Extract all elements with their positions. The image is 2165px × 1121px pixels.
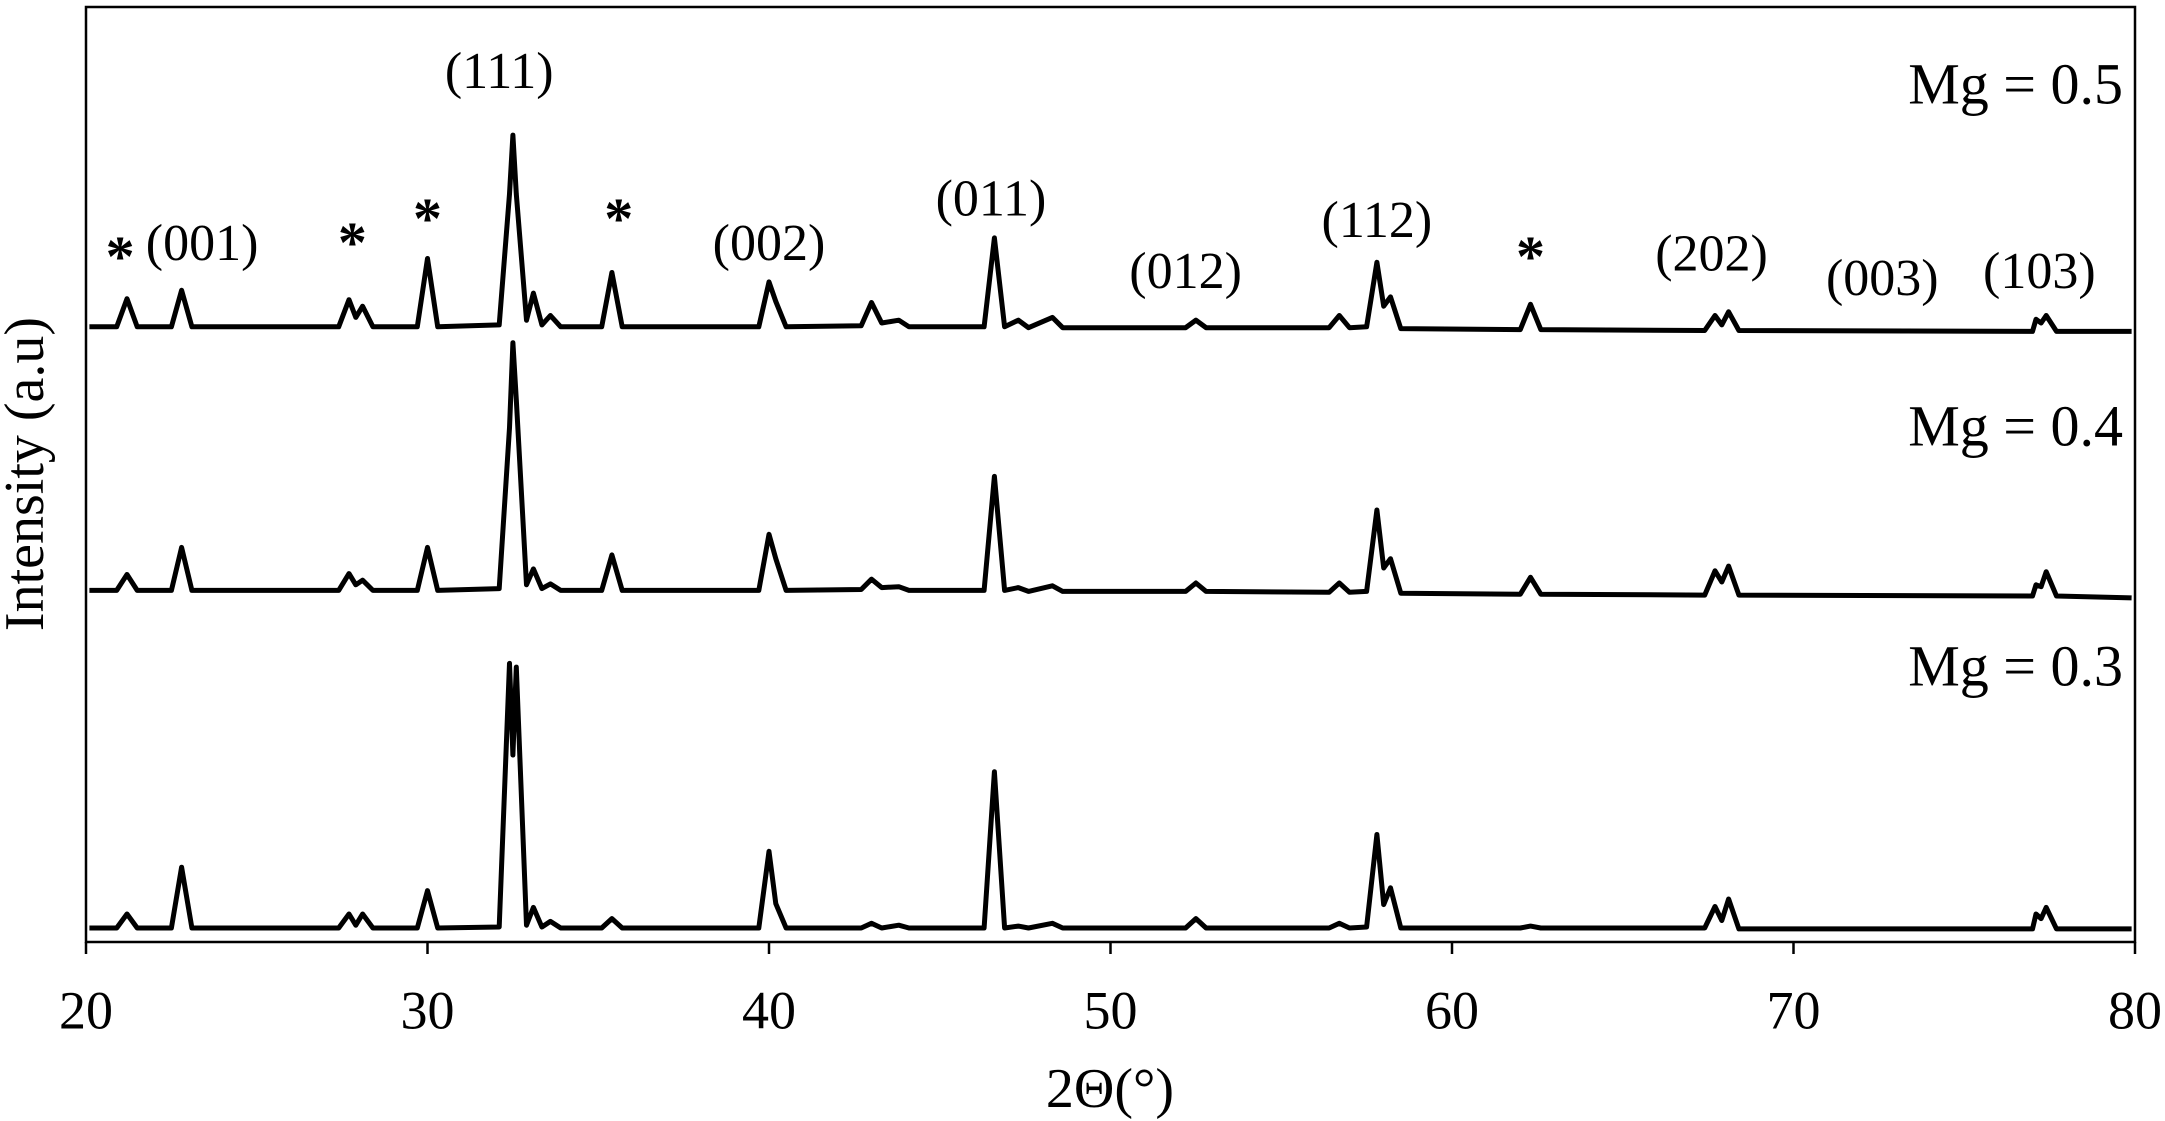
peak-annotation: (001): [146, 215, 259, 272]
series-line: [89, 340, 2132, 601]
x-axis-title: 2Θ(°): [1046, 1058, 1174, 1120]
peak-annotation: (003): [1826, 250, 1939, 307]
series-label: Mg = 0.3: [1908, 633, 2123, 698]
peak-annotation: (202): [1655, 225, 1768, 282]
peak-annotation: (103): [1983, 243, 2096, 300]
asterisk-annotation: *: [413, 186, 442, 251]
x-tick-label: 70: [1767, 980, 1821, 1040]
x-tick-label: 30: [401, 980, 455, 1040]
asterisk-annotation: *: [1516, 224, 1545, 289]
peak-annotation: (112): [1322, 192, 1433, 249]
y-axis-title: Intensity (a.u): [0, 317, 56, 631]
peak-annotation: (002): [713, 215, 826, 272]
peak-annotation: (011): [936, 170, 1047, 227]
series-label: Mg = 0.4: [1908, 393, 2123, 458]
plot-frame: [84, 5, 2137, 944]
x-tick-label: 80: [2108, 980, 2162, 1040]
asterisk-annotation: *: [106, 224, 135, 289]
peak-annotation: (012): [1129, 243, 1242, 300]
x-tick-label: 20: [59, 980, 113, 1040]
peak-annotation: (111): [445, 43, 554, 100]
asterisk-annotation: *: [604, 186, 633, 251]
asterisk-annotation: *: [338, 210, 367, 275]
x-tick-label: 40: [742, 980, 796, 1040]
series-line: [89, 660, 2132, 932]
x-tick-label: 60: [1425, 980, 1479, 1040]
series-label: Mg = 0.5: [1908, 51, 2123, 116]
series-line: [89, 132, 2132, 334]
x-tick-label: 50: [1084, 980, 1138, 1040]
